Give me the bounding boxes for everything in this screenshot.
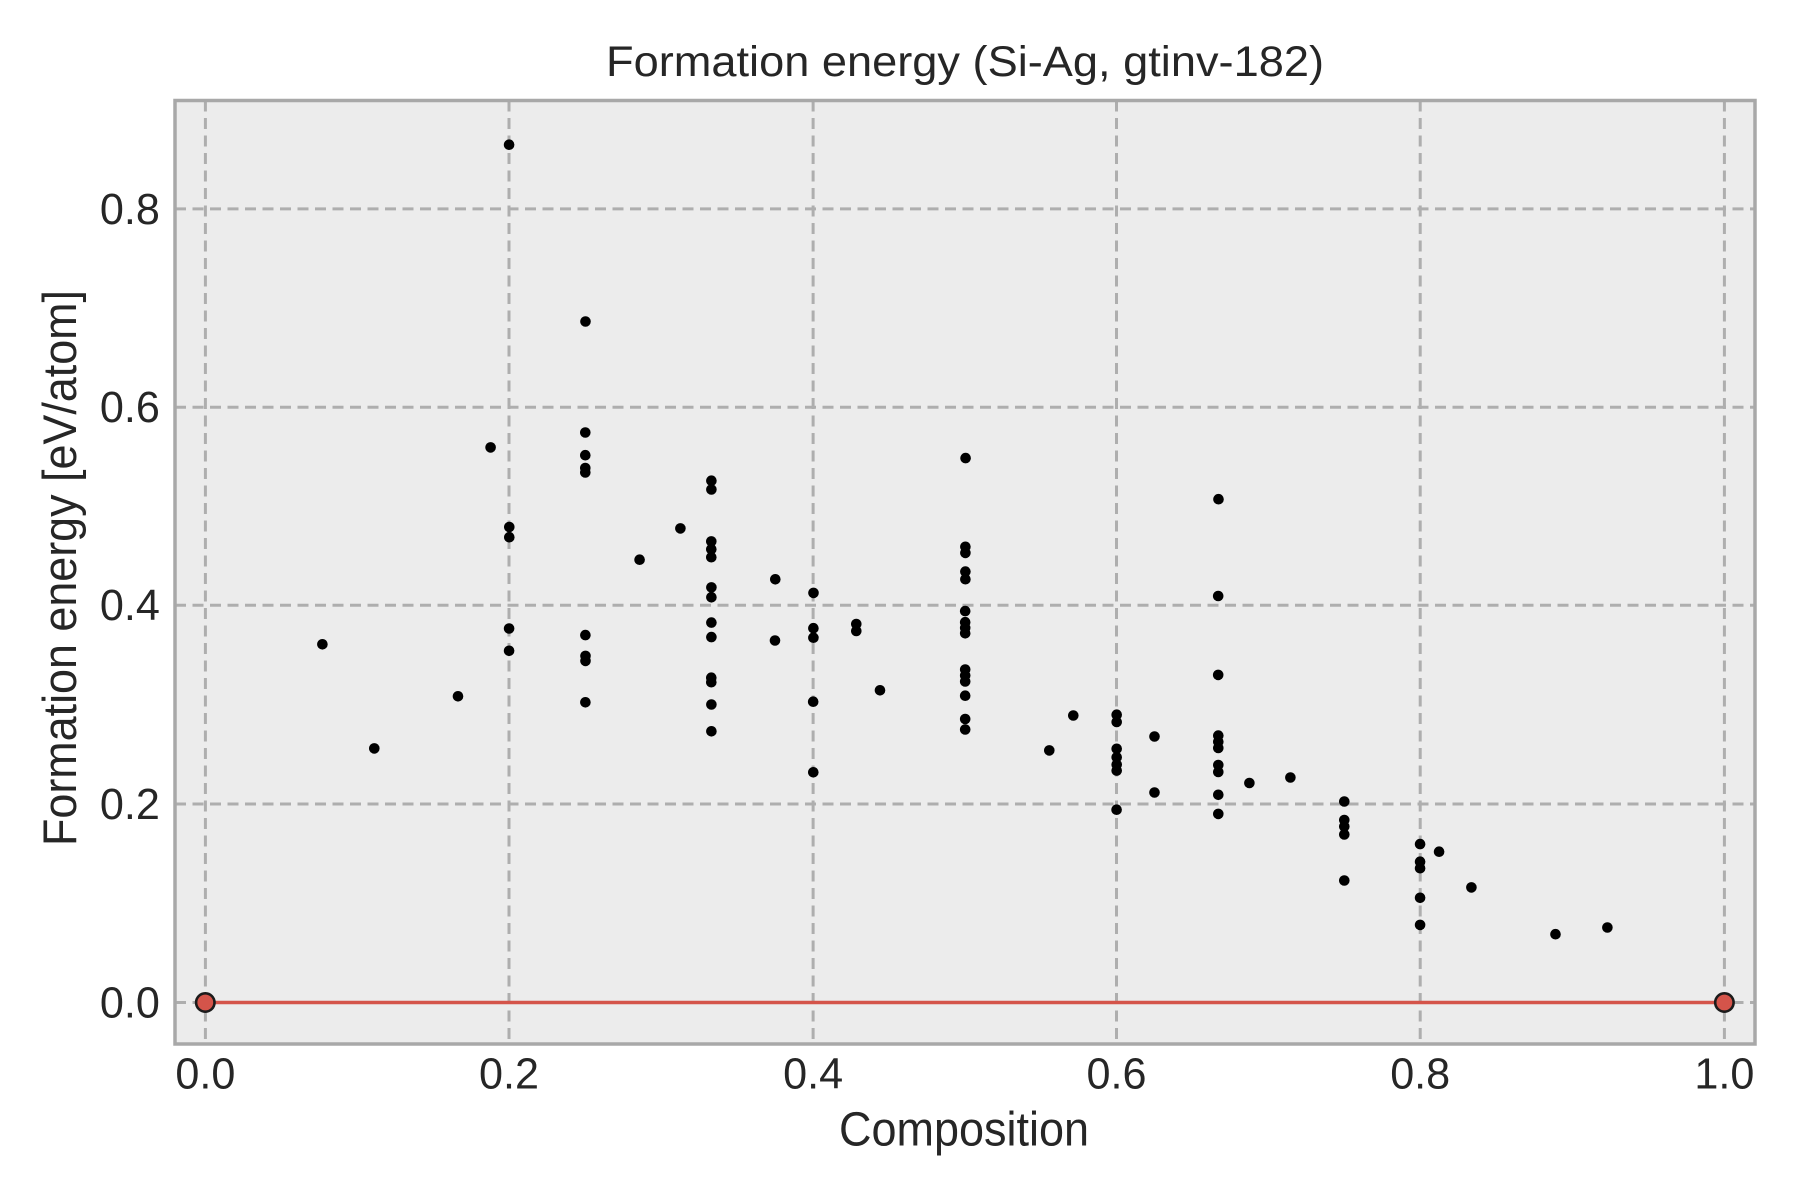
svg-text:Formation energy (Si-Ag, gtinv: Formation energy (Si-Ag, gtinv-182): [606, 38, 1324, 86]
svg-text:0.8: 0.8: [1390, 1050, 1450, 1098]
svg-text:0.4: 0.4: [100, 582, 160, 630]
svg-text:0.4: 0.4: [783, 1050, 843, 1098]
svg-text:Formation energy [eV/atom]: Formation energy [eV/atom]: [33, 290, 86, 846]
svg-text:Composition: Composition: [839, 1103, 1089, 1156]
svg-text:0.2: 0.2: [479, 1050, 539, 1098]
svg-text:1.0: 1.0: [1694, 1050, 1754, 1098]
svg-text:0.0: 0.0: [175, 1050, 235, 1098]
svg-text:0.2: 0.2: [100, 781, 160, 829]
svg-text:0.8: 0.8: [100, 186, 160, 234]
svg-text:0.0: 0.0: [100, 980, 160, 1028]
svg-text:0.6: 0.6: [100, 384, 160, 432]
svg-text:0.6: 0.6: [1087, 1050, 1147, 1098]
